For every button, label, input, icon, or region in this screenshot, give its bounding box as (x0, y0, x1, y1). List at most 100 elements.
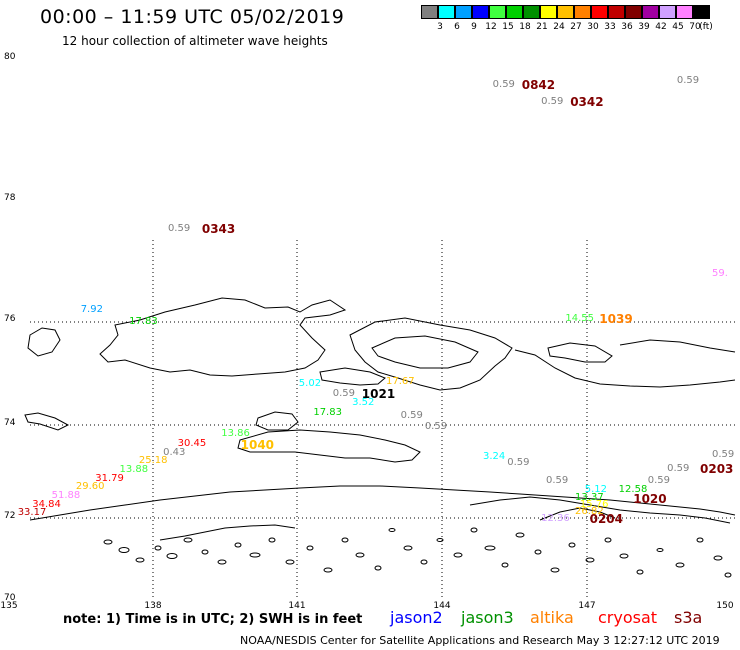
wave-height-value: 14.55 (565, 313, 594, 325)
lon-label-138: 138 (144, 601, 162, 611)
wave-height-value: 34.84 (32, 498, 61, 510)
wave-height-value: 0.59 (424, 420, 448, 432)
wave-height-value: 0.59 (507, 457, 530, 469)
footer-credit: NOAA/NESDIS Center for Satellite Applica… (240, 634, 720, 647)
wave-height-value: 0.59 (492, 79, 515, 91)
lake (154, 545, 162, 551)
wave-height-value: 0.59 (332, 387, 355, 399)
scale-label: 18 (519, 22, 531, 32)
wave-height-value: 13.86 (221, 428, 250, 440)
map-title: 00:00 – 11:59 UTC 05/02/2019 (40, 6, 345, 28)
lake (470, 527, 478, 533)
scale-swatch (540, 5, 557, 19)
lat-label-74: 74 (4, 418, 16, 428)
scale-swatch (472, 5, 489, 19)
pass-time-label: 0342 (570, 95, 604, 110)
satellite-jason2: jason2 (390, 608, 443, 627)
lake (534, 549, 542, 555)
new-siberia-inner-lagoon (371, 335, 479, 369)
lake (323, 567, 333, 573)
scale-swatch (591, 5, 608, 19)
scale-swatch (421, 5, 438, 19)
wave-height-value: 12.58 (618, 484, 648, 496)
lake (183, 537, 193, 543)
lake (234, 542, 242, 548)
scale-label: 70 (689, 22, 701, 32)
pass-time-label: 0204 (589, 512, 623, 527)
lake (484, 545, 496, 551)
scale-label: 15 (502, 22, 514, 32)
wave-height-value: 17.67 (386, 376, 415, 388)
lake (501, 562, 509, 568)
lake (388, 528, 396, 532)
wave-height-value: 0.43 (163, 446, 186, 458)
satellite-altika: altika (530, 608, 574, 627)
scale-unit: (ft) (699, 22, 713, 32)
lat-label-76: 76 (4, 314, 16, 324)
wave-height-value: 0.59 (712, 449, 735, 461)
wave-height-value: 59. (712, 267, 728, 279)
scale-swatch (506, 5, 523, 19)
scale-label: 9 (471, 22, 477, 32)
wave-height-value: 30.45 (177, 437, 207, 449)
scale-swatch (455, 5, 472, 19)
lake (713, 555, 723, 561)
wave-height-value: 0.59 (541, 96, 564, 108)
scale-label: 12 (485, 22, 497, 32)
footer-note: note: 1) Time is in UTC; 2) SWH is in fe… (63, 612, 363, 627)
wave-height-value: 51.88 (51, 489, 81, 501)
lake (420, 559, 428, 565)
pass-time-label: 0203 (700, 461, 734, 476)
lake (374, 565, 382, 571)
wave-height-value: 3.24 (482, 451, 506, 463)
scale-label: 30 (587, 22, 599, 32)
lake (656, 548, 664, 552)
pass-time-label: 1039 (599, 312, 633, 327)
lon-label-150: 150 (716, 601, 734, 611)
lon-label-144: 144 (433, 601, 451, 611)
wave-height-value: 13.88 (119, 464, 149, 476)
lake (135, 557, 145, 563)
belkovsky-island-coast (27, 327, 61, 357)
wave-height-value: 0.59 (167, 222, 191, 234)
wave-height-value: 26.82 (575, 506, 604, 518)
wave-height-value: 15.76 (579, 498, 609, 510)
wave-height-value: 0.59 (545, 474, 569, 486)
wave-height-value: 33.17 (17, 507, 47, 519)
lake (103, 539, 113, 545)
eastern-island-coast (619, 339, 736, 353)
scale-label: 3 (437, 22, 443, 32)
maly-lyakhovsky-coast (255, 411, 299, 431)
lake (636, 569, 644, 575)
scale-swatch (659, 5, 676, 19)
lake (453, 552, 463, 558)
lon-label-135: 135 (0, 601, 18, 611)
scale-label: 33 (604, 22, 616, 32)
satellite-cryosat: cryosat (598, 608, 658, 627)
lake (515, 532, 525, 538)
scale-label: 42 (655, 22, 667, 32)
kotelny-island-coast (99, 297, 347, 377)
lake (696, 537, 704, 543)
bolshoy-lyakhovsky-coast (237, 429, 421, 463)
scale-swatch (642, 5, 659, 19)
scale-swatch (438, 5, 455, 19)
lon-label-147: 147 (578, 601, 596, 611)
wave-height-value: 12.36 (541, 513, 570, 525)
kolyma-bay-coast (539, 507, 616, 521)
wave-height-value: 5.12 (584, 484, 608, 496)
scale-label: 24 (553, 22, 565, 32)
lat-label-70: 70 (4, 593, 16, 603)
yana-bay-coast (159, 524, 296, 541)
lake (403, 545, 413, 551)
scale-swatch (574, 5, 591, 19)
lat-label-80: 80 (4, 52, 16, 62)
lake (118, 547, 130, 553)
lake (724, 572, 732, 578)
scale-label: 6 (454, 22, 460, 32)
scale-swatch (625, 5, 642, 19)
satellite-jason3: jason3 (461, 608, 514, 627)
scale-label: 39 (638, 22, 650, 32)
map-subtitle: 12 hour collection of altimeter wave hei… (62, 34, 328, 48)
wave-height-value: 17.83 (313, 407, 342, 419)
